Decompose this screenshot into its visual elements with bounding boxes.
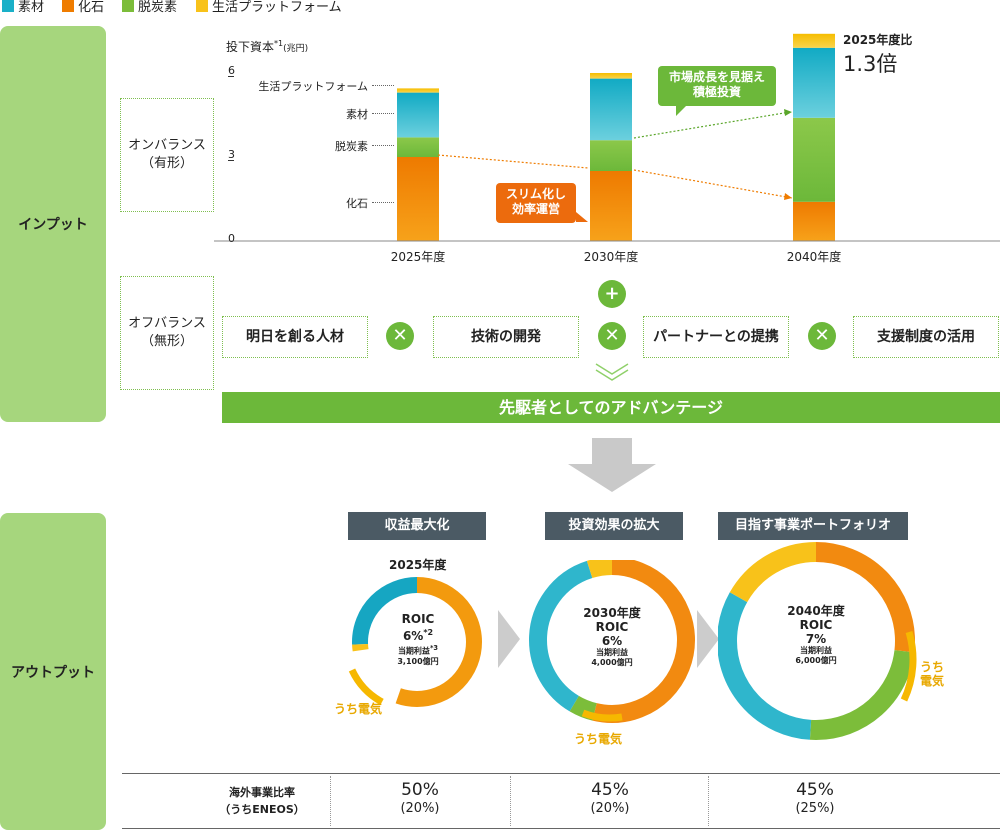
donut-year-2025: 2025年度 <box>389 558 447 572</box>
legend-item-decarbon: 脱炭素 <box>122 0 177 16</box>
overseas-2025: 50% (20%) <box>400 780 440 816</box>
times-icon: ✕ <box>808 322 836 350</box>
output-head-profit: 収益最大化 <box>348 512 486 540</box>
donut-2040 <box>718 542 917 740</box>
factor-partnership: パートナーとの提携 <box>643 316 789 358</box>
legend-item-material: 素材 <box>2 0 44 16</box>
stack-label-platform: 生活プラットフォーム <box>258 80 368 93</box>
callout-growth: 市場成長を見据え 積極投資 <box>658 66 776 106</box>
trend-arrow-decarbon <box>633 111 791 139</box>
leader-platform <box>372 85 394 86</box>
table-divider <box>708 776 709 826</box>
ratio-value: 1.3倍 <box>843 52 898 76</box>
bar-material-2 <box>590 78 632 141</box>
leader-fossil <box>372 202 394 203</box>
stack-label-decarbon: 脱炭素 <box>335 140 368 153</box>
stack-label-material: 素材 <box>346 108 368 121</box>
x-label-2030: 2030年度 <box>583 250 639 264</box>
overseas-2040: 45% (25%) <box>795 780 835 816</box>
trend-arrow-fossil-2 <box>633 169 793 199</box>
y-axis-title: 投下資本*1(兆円) <box>226 39 309 54</box>
bar-material-1 <box>397 92 439 138</box>
chart-bars <box>397 33 835 241</box>
on-balance-box: オンバランス （有形） <box>120 98 214 212</box>
advantage-banner: 先駆者としてのアドバンテージ <box>222 392 1000 423</box>
x-label-2025: 2025年度 <box>390 250 446 264</box>
leader-decarbon <box>372 145 394 146</box>
chevron-right-icon <box>697 610 719 668</box>
bar-decarbon-2 <box>590 140 632 171</box>
factor-talent: 明日を創る人材 <box>222 316 368 358</box>
bar-fossil-1 <box>397 157 439 241</box>
trend-arrow-fossil-1 <box>437 154 589 169</box>
bar-decarbon-1 <box>397 137 439 157</box>
ratio-label: 2025年度比 <box>843 33 913 47</box>
electric-label-2030: うち電気 <box>574 732 623 746</box>
stack-label-fossil: 化石 <box>346 197 368 210</box>
bar-platform-2 <box>590 73 632 79</box>
table-top-border <box>122 773 1000 774</box>
legend-item-fossil: 化石 <box>62 0 104 16</box>
y-tick-6: 6 <box>228 64 235 77</box>
times-icon: ✕ <box>386 322 414 350</box>
y-tick-0: 0 <box>228 232 235 245</box>
factor-technology: 技術の開発 <box>433 316 579 358</box>
bar-fossil-2 <box>590 171 632 241</box>
down-arrow-icon <box>568 438 656 492</box>
y-tick-mark-3 <box>228 160 234 161</box>
donut-2025-center: ROIC 6%*2 当期利益*3 3,100億円 <box>397 612 439 666</box>
callout-growth-tail <box>676 106 686 116</box>
off-balance-box: オフバランス （無形） <box>120 276 214 390</box>
donut-2030 <box>529 560 695 723</box>
legend-item-platform: 生活プラットフォーム <box>196 0 342 16</box>
callout-slim: スリム化し 効率運営 <box>496 183 576 223</box>
table-divider <box>510 776 511 826</box>
trend-arrowhead-fossil <box>784 193 792 200</box>
capital-chart <box>214 33 1000 242</box>
factor-support: 支援制度の活用 <box>853 316 999 358</box>
chevron-right-icon <box>498 610 520 668</box>
donut-2040-center: 2040年度 ROIC 7% 当期利益 6,000億円 <box>787 604 845 665</box>
y-tick-mark-6 <box>228 76 234 77</box>
callout-slim-tail <box>576 212 588 222</box>
input-section-label: インプット <box>0 26 106 422</box>
times-icon: ✕ <box>598 322 626 350</box>
table-divider <box>330 776 331 826</box>
donut-2025 <box>348 577 482 707</box>
plus-icon: + <box>598 280 626 308</box>
chevron-down-icon <box>595 363 629 381</box>
bar-material-3 <box>793 47 835 118</box>
bar-decarbon-3 <box>793 117 835 202</box>
bar-platform-3 <box>793 33 835 48</box>
leader-material <box>372 113 394 114</box>
electric-label-2025: うち電気 <box>334 702 383 716</box>
bar-fossil-3 <box>793 201 835 241</box>
overseas-2030: 45% (20%) <box>590 780 630 816</box>
output-head-investment: 投資効果の拡大 <box>545 512 683 540</box>
y-tick-3: 3 <box>228 148 235 161</box>
output-head-portfolio: 目指す事業ポートフォリオ <box>718 512 908 540</box>
bar-platform-1 <box>397 88 439 93</box>
overseas-ratio-label: 海外事業比率 （うちENEOS） <box>219 786 305 816</box>
x-label-2040: 2040年度 <box>786 250 842 264</box>
donut-2030-center: 2030年度 ROIC 6% 当期利益 4,000億円 <box>583 606 641 667</box>
trend-arrowhead-decarbon <box>784 109 792 116</box>
electric-label-2040: うち 電気 <box>920 660 945 688</box>
output-section-label: アウトプット <box>0 513 106 830</box>
